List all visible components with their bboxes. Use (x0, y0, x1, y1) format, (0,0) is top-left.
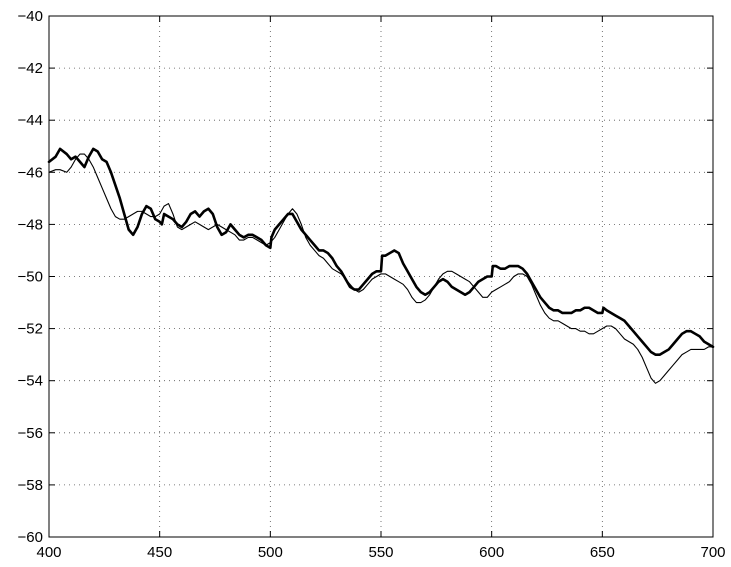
y-tick-label: −40 (18, 8, 43, 25)
y-tick-label: −48 (18, 216, 43, 233)
x-tick-label: 600 (479, 544, 504, 561)
y-tick-label: −50 (18, 269, 43, 286)
y-tick-label: −58 (18, 477, 43, 494)
x-tick-label: 550 (368, 544, 393, 561)
x-tick-label: 500 (258, 544, 283, 561)
axes-frame (48, 15, 714, 538)
y-tick-label: −46 (18, 164, 43, 181)
series-line-thin (48, 153, 714, 384)
y-tick-label: −56 (18, 425, 43, 442)
series-line-thick (47, 147, 715, 356)
y-tick-label: −44 (18, 112, 43, 129)
x-tick-label: 400 (36, 544, 61, 561)
y-tick-label: −42 (18, 60, 43, 77)
x-tick-label: 450 (147, 544, 172, 561)
y-tick-label: −60 (18, 529, 43, 546)
y-tick-label: −52 (18, 321, 43, 338)
series-lines (47, 147, 715, 384)
y-tick-label: −54 (18, 373, 43, 390)
tick-labels: 400 450 500 550 600 650 700 −40 −42 −44 −46 −48 −50 −… (18, 8, 726, 561)
x-tick-label: 700 (700, 544, 725, 561)
x-tick-label: 650 (590, 544, 615, 561)
